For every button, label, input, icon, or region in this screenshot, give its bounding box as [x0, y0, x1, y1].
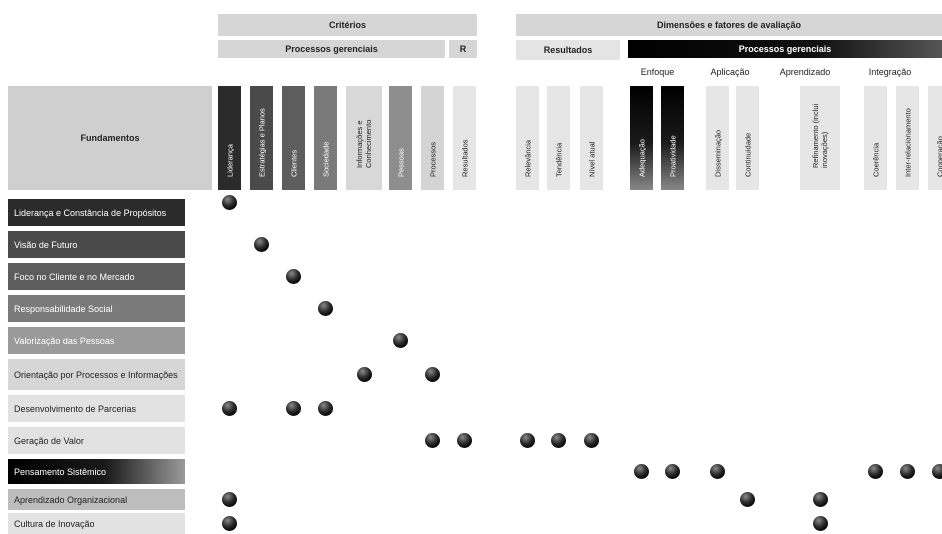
column-label: Processos: [428, 141, 437, 177]
fundamento-row: Responsabilidade Social: [8, 295, 185, 322]
column-label: Cooperação: [935, 136, 942, 177]
column-label: Nível atual: [587, 141, 596, 177]
column-label: Relevância: [523, 139, 532, 177]
column-header-continuidade: Continuidade: [736, 86, 759, 190]
relation-dot: [584, 433, 599, 448]
fundamento-row: Cultura de Inovação: [8, 513, 185, 534]
relation-dot: [356, 367, 372, 382]
column-header-liderança: Liderança: [218, 86, 241, 190]
column-header-inter-relacionamento: Inter-relacionamento: [896, 86, 919, 190]
header-processos-gerenciais: Processos gerenciais: [218, 40, 445, 58]
relation-dot: [222, 516, 237, 531]
fundamento-row: Geração de Valor: [8, 427, 185, 454]
column-header-relevância: Relevância: [516, 86, 539, 190]
column-label: Liderança: [225, 144, 234, 177]
column-label: Continuidade: [743, 132, 752, 177]
column-header-tendência: Tendência: [547, 86, 570, 190]
relation-dot: [425, 367, 440, 382]
relation-dot: [254, 237, 269, 252]
header-processos-gerenciais-dark: Processos gerenciais: [628, 40, 942, 58]
fundamento-row: Orientação por Processos e Informações: [8, 359, 185, 390]
fundamento-row: Visão de Futuro: [8, 231, 185, 258]
column-header-clientes: Clientes: [282, 86, 305, 190]
column-label: Coerência: [871, 142, 880, 177]
relation-dot: [812, 516, 828, 531]
column-header-proatividade: Proatividade: [661, 86, 684, 190]
fundamento-row: Valorização das Pessoas: [8, 327, 185, 354]
relation-dot: [457, 433, 472, 448]
header-criterios: Critérios: [218, 14, 477, 36]
fundamento-row: Pensamento Sistêmico: [8, 459, 185, 484]
column-label: Estratégias e Planos: [257, 108, 266, 177]
relation-dot: [900, 464, 915, 479]
relation-dot: [551, 433, 566, 448]
relation-dot: [222, 195, 237, 210]
relation-dot: [868, 464, 883, 479]
column-label: Resultados: [460, 139, 469, 177]
relation-dot: [318, 401, 333, 416]
column-label: Clientes: [289, 149, 298, 177]
header-fundamentos: Fundamentos: [8, 86, 212, 190]
column-label: Informações e Conhecimento: [355, 119, 373, 168]
column-label: Adequação: [637, 139, 646, 177]
column-header-disseminação: Disseminação: [706, 86, 729, 190]
relation-dot: [812, 492, 828, 507]
relation-dot: [520, 433, 535, 448]
column-header-coerência: Coerência: [864, 86, 887, 190]
column-label: Proatividade: [668, 135, 677, 177]
column-header-cooperação: Cooperação: [928, 86, 942, 190]
relation-dot: [393, 333, 408, 348]
header-dimensoes: Dimensões e fatores de avaliação: [516, 14, 942, 36]
header-resultados: Resultados: [516, 40, 620, 60]
relation-dot: [286, 401, 301, 416]
column-label: Inter-relacionamento: [903, 108, 912, 177]
relation-dot: [932, 464, 942, 479]
column-header-processos: Processos: [421, 86, 444, 190]
column-header-sociedade: Sociedade: [314, 86, 337, 190]
column-label: Disseminação: [713, 129, 722, 177]
fundamento-row: Liderança e Constância de Propósitos: [8, 199, 185, 226]
relation-dot: [425, 433, 440, 448]
column-header-resultados: Resultados: [453, 86, 476, 190]
column-header-informações-e-conhecimento: Informações e Conhecimento: [346, 86, 382, 190]
relation-dot: [710, 464, 725, 479]
column-label: Sociedade: [321, 141, 330, 177]
subheader-enfoque: Enfoque: [640, 67, 675, 77]
subheader-integracao: Integração: [868, 67, 912, 77]
header-r: R: [449, 40, 477, 58]
column-header-pessoas: Pessoas: [389, 86, 412, 190]
relation-dot: [665, 464, 680, 479]
column-label: Pessoas: [396, 148, 405, 177]
fundamento-row: Aprendizado Organizacional: [8, 489, 185, 510]
column-header-refinamento-inclui-inovações-: Refinamento (inclui inovações): [800, 86, 840, 190]
relation-dot: [222, 401, 237, 416]
relation-dot: [222, 492, 237, 507]
fundamento-row: Foco no Cliente e no Mercado: [8, 263, 185, 290]
relation-dot: [740, 492, 755, 507]
column-header-estratégias-e-planos: Estratégias e Planos: [250, 86, 273, 190]
subheader-aplicacao: Aplicação: [710, 67, 750, 77]
column-header-nível-atual: Nível atual: [580, 86, 603, 190]
fundamento-row: Desenvolvimento de Parcerias: [8, 395, 185, 422]
relation-dot: [634, 464, 649, 479]
subheader-aprendizado: Aprendizado: [779, 67, 831, 77]
column-label: Tendência: [554, 142, 563, 177]
column-header-adequação: Adequação: [630, 86, 653, 190]
relation-dot: [318, 301, 333, 316]
column-label: Refinamento (inclui inovações): [811, 103, 829, 168]
relation-dot: [286, 269, 301, 284]
